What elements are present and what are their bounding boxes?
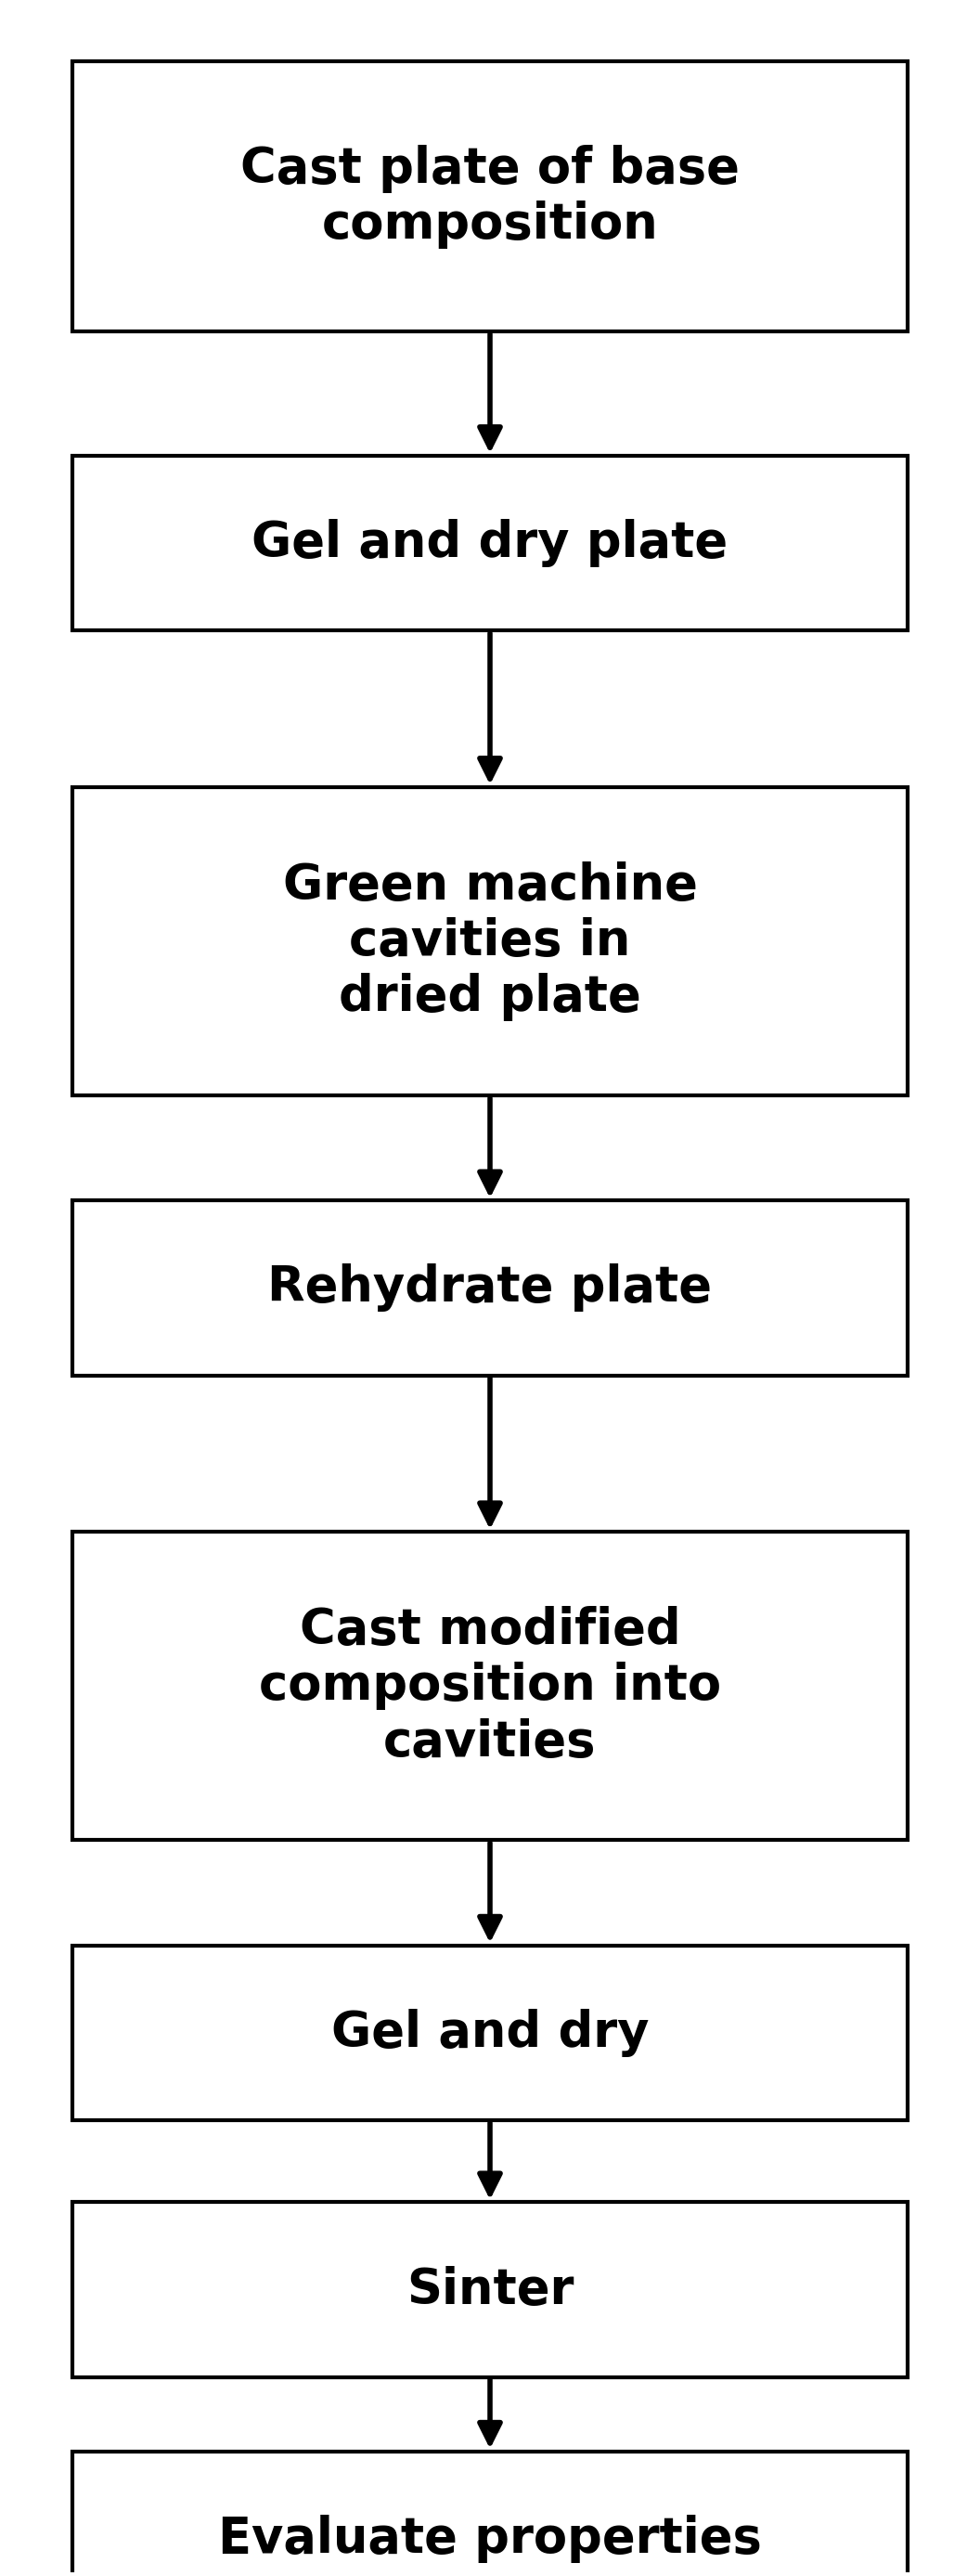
FancyBboxPatch shape [72, 2452, 908, 2576]
Text: Gel and dry: Gel and dry [331, 2009, 649, 2056]
Text: Gel and dry plate: Gel and dry plate [252, 520, 728, 567]
Text: Cast modified
composition into
cavities: Cast modified composition into cavities [259, 1605, 721, 1767]
Text: Sinter: Sinter [407, 2264, 573, 2313]
Text: Evaluate properties: Evaluate properties [219, 2514, 761, 2563]
Text: Rehydrate plate: Rehydrate plate [268, 1265, 712, 1311]
FancyBboxPatch shape [72, 456, 908, 631]
FancyBboxPatch shape [72, 62, 908, 332]
FancyBboxPatch shape [72, 1945, 908, 2120]
FancyBboxPatch shape [72, 2202, 908, 2378]
FancyBboxPatch shape [72, 1533, 908, 1839]
Text: Cast plate of base
composition: Cast plate of base composition [240, 144, 740, 247]
FancyBboxPatch shape [72, 1200, 908, 1376]
Text: Green machine
cavities in
dried plate: Green machine cavities in dried plate [282, 860, 698, 1020]
FancyBboxPatch shape [72, 788, 908, 1095]
